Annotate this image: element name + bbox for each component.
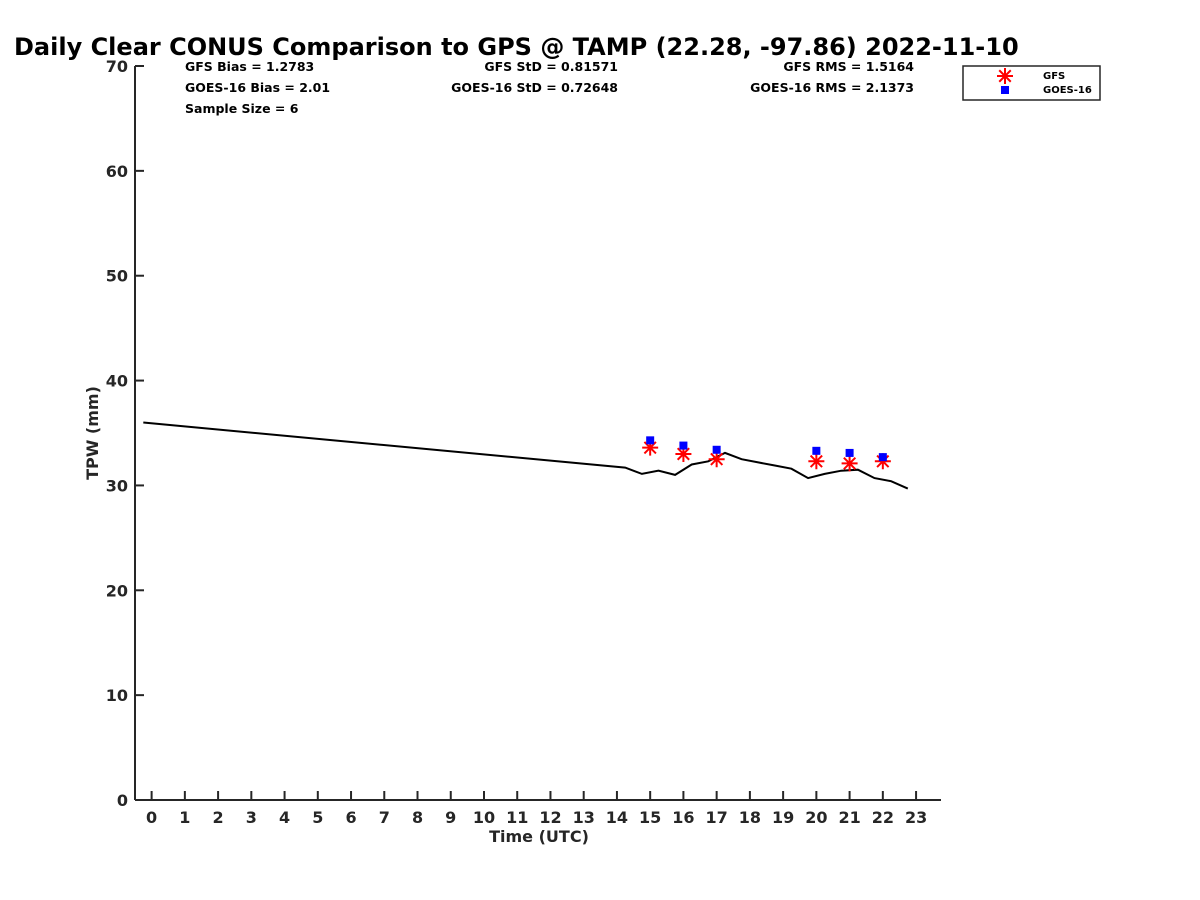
x-axis-label: Time (UTC): [489, 827, 589, 846]
sample-size-stat: Sample Size = 6: [185, 101, 299, 116]
x-tick-label: 7: [379, 808, 390, 827]
goes-rms-stat: GOES-16 RMS = 2.1373: [750, 80, 914, 95]
x-tick-label: 19: [772, 808, 794, 827]
chart-title: Daily Clear CONUS Comparison to GPS @ TA…: [14, 33, 1019, 61]
gps-line: [143, 421, 909, 490]
gfs-point: [675, 445, 692, 462]
y-tick-label: 30: [106, 476, 128, 495]
legend-goes-label: GOES-16: [1043, 85, 1092, 96]
x-tick-label: 22: [872, 808, 894, 827]
legend-gfs-marker: [997, 68, 1013, 84]
goes-16-point: [812, 446, 821, 455]
gfs-bias-stat: GFS Bias = 1.2783: [185, 59, 314, 74]
x-tick-label: 9: [445, 808, 456, 827]
gfs-point: [642, 439, 659, 456]
y-tick-label: 0: [117, 791, 128, 810]
x-tick-label: 12: [539, 808, 561, 827]
x-tick-label: 17: [706, 808, 728, 827]
gfs-std-stat: GFS StD = 0.81571: [484, 59, 618, 74]
x-tick-label: 15: [639, 808, 661, 827]
x-tick-label: 16: [672, 808, 694, 827]
gfs-point: [808, 453, 825, 470]
y-tick-label: 50: [106, 267, 128, 286]
goes-16-point: [679, 441, 688, 450]
x-tick-label: 10: [473, 808, 495, 827]
x-tick-label: 14: [606, 808, 628, 827]
goes-16-point: [712, 445, 721, 454]
x-tick-label: 23: [905, 808, 927, 827]
legend: GFS GOES-16: [962, 65, 1101, 101]
x-tick-label: 21: [838, 808, 860, 827]
x-tick-label: 8: [412, 808, 423, 827]
goes-16-point: [878, 453, 887, 462]
x-tick-label: 4: [279, 808, 290, 827]
goes-std-stat: GOES-16 StD = 0.72648: [451, 80, 618, 95]
y-axis-label: TPW (mm): [83, 386, 102, 480]
plot-area: [143, 421, 909, 490]
x-tick-label: 0: [146, 808, 157, 827]
gfs-point: [874, 453, 891, 470]
x-tick-label: 20: [805, 808, 827, 827]
y-tick-label: 20: [106, 581, 128, 600]
x-tick-label: 11: [506, 808, 528, 827]
gfs-point: [841, 455, 858, 472]
legend-box: [962, 65, 1101, 101]
gfs-point: [708, 451, 725, 468]
gfs-rms-stat: GFS RMS = 1.5164: [783, 59, 914, 74]
legend-gfs-label: GFS: [1043, 71, 1065, 82]
goes-16-point: [845, 448, 854, 457]
goes-16-point: [646, 436, 655, 445]
x-tick-label: 18: [739, 808, 761, 827]
y-tick-label: 60: [106, 162, 128, 181]
y-tick-label: 70: [106, 57, 128, 76]
goes-bias-stat: GOES-16 Bias = 2.01: [185, 80, 330, 95]
x-tick-label: 1: [179, 808, 190, 827]
y-tick-label: 10: [106, 686, 128, 705]
x-tick-label: 3: [246, 808, 257, 827]
x-tick-label: 5: [312, 808, 323, 827]
y-tick-label: 40: [106, 372, 128, 391]
x-tick-label: 13: [573, 808, 595, 827]
x-tick-label: 6: [345, 808, 356, 827]
legend-goes-marker: [1001, 86, 1009, 94]
x-tick-label: 2: [213, 808, 224, 827]
